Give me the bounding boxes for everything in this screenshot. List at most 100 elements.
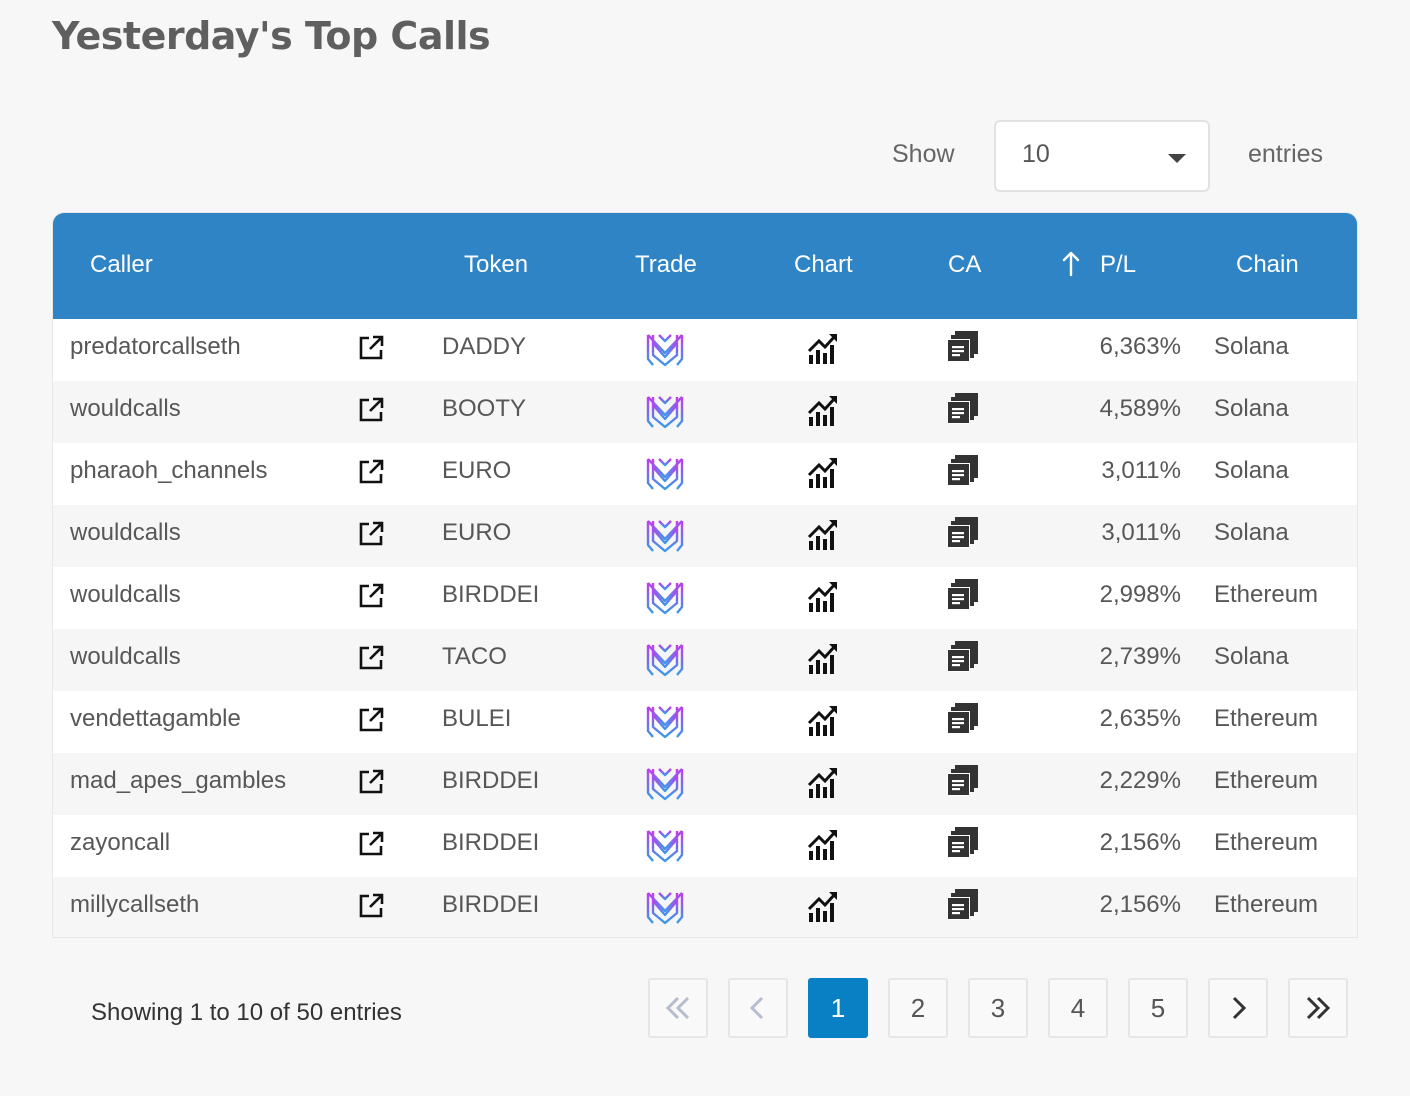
previous-page-button[interactable] xyxy=(728,978,788,1038)
copy-icon[interactable] xyxy=(946,888,979,921)
table-row: wouldcalls BIRDDEI 2,998% Ethereum xyxy=(53,567,1357,629)
chain-name: Ethereum xyxy=(1214,767,1319,794)
copy-icon[interactable] xyxy=(946,392,979,425)
table-info: Showing 1 to 10 of 50 entries xyxy=(91,999,402,1026)
sort-up-arrow-icon xyxy=(1062,251,1080,277)
header-ca[interactable]: CA xyxy=(948,251,982,278)
page-button-2[interactable]: 2 xyxy=(888,978,948,1038)
pl-value: 2,635% xyxy=(1099,705,1181,732)
chart-icon[interactable] xyxy=(807,765,839,799)
table-row: wouldcalls TACO 2,739% Solana xyxy=(53,629,1357,691)
trade-logo-icon[interactable] xyxy=(645,517,685,553)
entries-length-control: Show 10 entries xyxy=(0,120,1410,192)
chart-icon[interactable] xyxy=(807,331,839,365)
table-row: wouldcalls EURO 3,011% Solana xyxy=(53,505,1357,567)
chain-name: Ethereum xyxy=(1214,829,1319,856)
copy-icon[interactable] xyxy=(946,640,979,673)
caller-name: mad_apes_gambles xyxy=(70,767,287,794)
external-link-icon[interactable] xyxy=(357,458,385,486)
token-symbol: DADDY xyxy=(442,333,527,360)
table-row: vendettagamble BULEI 2,635% Ethereum xyxy=(53,691,1357,753)
external-link-icon[interactable] xyxy=(357,334,385,362)
table-row: pharaoh_channels EURO 3,011% Solana xyxy=(53,443,1357,505)
caller-name: vendettagamble xyxy=(70,705,241,732)
external-link-icon[interactable] xyxy=(357,768,385,796)
trade-logo-icon[interactable] xyxy=(645,765,685,801)
chain-name: Ethereum xyxy=(1214,891,1319,918)
caller-name: millycallseth xyxy=(70,891,200,918)
trade-logo-icon[interactable] xyxy=(645,393,685,429)
pl-value: 3,011% xyxy=(1101,457,1181,484)
last-page-button[interactable] xyxy=(1288,978,1348,1038)
token-symbol: BIRDDEI xyxy=(442,767,540,794)
copy-icon[interactable] xyxy=(946,764,979,797)
chain-name: Solana xyxy=(1214,457,1289,484)
chart-icon[interactable] xyxy=(807,889,839,923)
trade-logo-icon[interactable] xyxy=(645,641,685,677)
header-pl[interactable]: P/L xyxy=(1100,251,1137,278)
chart-icon[interactable] xyxy=(807,517,839,551)
trade-logo-icon[interactable] xyxy=(645,579,685,615)
next-page-button[interactable] xyxy=(1208,978,1268,1038)
page-button-1[interactable]: 1 xyxy=(808,978,868,1038)
table-row: millycallseth BIRDDEI 2,156% Ethereum xyxy=(53,877,1357,937)
copy-icon[interactable] xyxy=(946,454,979,487)
first-page-button[interactable] xyxy=(648,978,708,1038)
token-symbol: BIRDDEI xyxy=(442,891,540,918)
chart-icon[interactable] xyxy=(807,827,839,861)
trade-logo-icon[interactable] xyxy=(645,703,685,739)
chain-name: Solana xyxy=(1214,519,1289,546)
token-symbol: BIRDDEI xyxy=(442,581,540,608)
chart-icon[interactable] xyxy=(807,393,839,427)
entries-per-page-select[interactable]: 10 xyxy=(994,120,1210,192)
chart-icon[interactable] xyxy=(807,455,839,489)
trade-logo-icon[interactable] xyxy=(645,455,685,491)
table-row: zayoncall BIRDDEI 2,156% Ethereum xyxy=(53,815,1357,877)
external-link-icon[interactable] xyxy=(357,644,385,672)
external-link-icon[interactable] xyxy=(357,706,385,734)
page-button-5[interactable]: 5 xyxy=(1128,978,1188,1038)
top-calls-table: Caller Token Trade Chart CA P/L Chain pr… xyxy=(52,212,1358,938)
external-link-icon[interactable] xyxy=(357,892,385,920)
token-symbol: BULEI xyxy=(442,705,512,732)
external-link-icon[interactable] xyxy=(357,520,385,548)
chart-icon[interactable] xyxy=(807,579,839,613)
page-title: Yesterday's Top Calls xyxy=(52,14,491,58)
chart-icon[interactable] xyxy=(807,641,839,675)
entries-select-value: 10 xyxy=(1022,140,1050,168)
page-button-4[interactable]: 4 xyxy=(1048,978,1108,1038)
header-trade[interactable]: Trade xyxy=(635,251,697,278)
page-button-3[interactable]: 3 xyxy=(968,978,1028,1038)
header-token[interactable]: Token xyxy=(464,251,529,278)
chart-icon[interactable] xyxy=(807,703,839,737)
caller-name: predatorcallseth xyxy=(70,333,241,360)
trade-logo-icon[interactable] xyxy=(645,889,685,925)
copy-icon[interactable] xyxy=(946,826,979,859)
trade-logo-icon[interactable] xyxy=(645,827,685,863)
pl-value: 2,156% xyxy=(1099,829,1181,856)
pl-value: 4,589% xyxy=(1099,395,1181,422)
show-label: Show xyxy=(892,140,955,168)
token-symbol: TACO xyxy=(442,643,507,670)
token-symbol: EURO xyxy=(442,457,512,484)
copy-icon[interactable] xyxy=(946,516,979,549)
copy-icon[interactable] xyxy=(946,578,979,611)
caller-name: pharaoh_channels xyxy=(70,457,268,484)
caller-name: zayoncall xyxy=(70,829,171,856)
copy-icon[interactable] xyxy=(946,330,979,363)
chevron-down-icon xyxy=(1168,154,1186,163)
table-row: mad_apes_gambles BIRDDEI 2,229% Ethereum xyxy=(53,753,1357,815)
header-chart[interactable]: Chart xyxy=(794,251,853,278)
copy-icon[interactable] xyxy=(946,702,979,735)
external-link-icon[interactable] xyxy=(357,830,385,858)
pl-value: 2,156% xyxy=(1099,891,1181,918)
external-link-icon[interactable] xyxy=(357,396,385,424)
header-chain[interactable]: Chain xyxy=(1236,251,1299,278)
pl-value: 6,363% xyxy=(1099,333,1181,360)
chain-name: Solana xyxy=(1214,395,1289,422)
caller-name: wouldcalls xyxy=(70,395,181,422)
caller-name: wouldcalls xyxy=(70,581,181,608)
external-link-icon[interactable] xyxy=(357,582,385,610)
trade-logo-icon[interactable] xyxy=(645,331,685,367)
header-caller[interactable]: Caller xyxy=(90,251,153,278)
